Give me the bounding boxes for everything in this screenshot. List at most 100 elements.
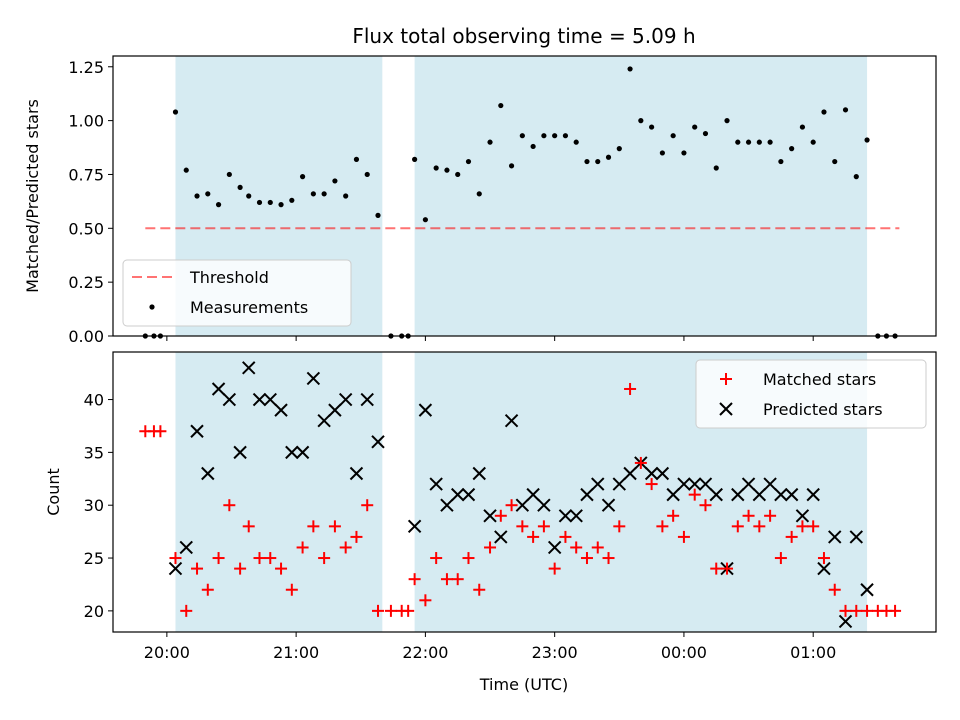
matched-star-point [731, 520, 744, 533]
matched-star-point [645, 478, 658, 491]
matched-star-point [785, 530, 798, 543]
predicted-star-point [190, 424, 204, 438]
legend-measurement-label: Measurements [190, 298, 308, 317]
predicted-star-point [817, 561, 831, 576]
measurement-point [821, 109, 827, 115]
measurement-point [767, 139, 773, 145]
count-legend: Matched stars Predicted stars [695, 359, 927, 429]
count-x-tick-label: 00:00 [661, 643, 707, 662]
ratio-y-tick-label: 0.00 [68, 327, 104, 346]
matched-star-point [839, 604, 852, 617]
predicted-star-point [211, 382, 226, 396]
legend-matched-swatch [720, 373, 732, 385]
measurement-point [649, 124, 655, 130]
matched-star-point [275, 562, 288, 575]
measurement-point [455, 171, 461, 178]
measurement-point [183, 167, 189, 173]
matched-star-point [505, 499, 518, 512]
measurement-point [541, 133, 547, 139]
predicted-star-point [295, 445, 310, 460]
predicted-star-point [371, 435, 385, 449]
count-y-tick-label: 25 [84, 549, 104, 568]
predicted-star-point [168, 561, 183, 576]
matched-star-point [296, 541, 309, 554]
count-y-tick-label: 20 [84, 602, 104, 621]
measurement-point [364, 171, 370, 178]
count-panel-frame [112, 351, 937, 633]
matched-star-point [624, 382, 637, 395]
matched-star-point [285, 583, 298, 596]
measurement-point [832, 158, 838, 165]
measurement-point [444, 167, 450, 173]
matched-star-point [339, 541, 352, 554]
predicted-star-point [494, 530, 508, 544]
count-y-axis: 20 25 30 35 40 [84, 391, 113, 621]
matched-star-point [591, 541, 604, 554]
measurement-point [205, 191, 211, 197]
measurement-point [659, 150, 665, 156]
measurement-point [842, 107, 849, 113]
matched-star-point [180, 604, 193, 617]
predicted-star-point [806, 487, 820, 502]
ratio-panel: 0.00 0.25 0.50 0.75 1.00 1.25 Matched/Predict… [23, 55, 937, 346]
matched-star-point [753, 520, 766, 533]
ratio-x-ticks [166, 336, 814, 341]
measurement-point [778, 158, 784, 165]
matched-star-point [807, 520, 820, 533]
predicted-star-point [860, 583, 874, 597]
matched-star-point [371, 604, 384, 617]
measurement-point [226, 171, 232, 178]
matched-star-point [667, 509, 680, 522]
matched-star-point [774, 552, 787, 565]
predicted-star-point [429, 477, 443, 491]
chart-title: Flux total observing time = 5.09 h [352, 24, 695, 48]
matched-star-point [580, 552, 593, 565]
matched-star-point [861, 604, 874, 617]
measurement-point [562, 133, 569, 139]
measurement-point [353, 156, 360, 162]
predicted-star-point [569, 509, 583, 523]
measurement-point [799, 124, 806, 130]
ratio-y-axis: 0.00 0.25 0.50 0.75 1.00 1.25 [68, 58, 113, 346]
matched-star-point [828, 583, 841, 596]
measurement-point [702, 130, 709, 137]
count-y-tick-label: 40 [84, 391, 104, 410]
predicted-star-point [252, 392, 267, 407]
predicted-star-point [687, 477, 702, 491]
predicted-star-point [451, 487, 465, 502]
measurement-point [864, 137, 870, 143]
observing-windows-top [175, 56, 868, 336]
matched-star-point [212, 552, 225, 565]
measurement-point [375, 212, 381, 218]
measurement-point [278, 202, 284, 208]
matched-star-point [242, 520, 255, 533]
matched-star-point [764, 509, 777, 522]
matched-star-point [613, 520, 626, 533]
predicted-star-point [472, 466, 486, 481]
measurement-point [853, 174, 859, 180]
predicted-star-point [774, 487, 788, 502]
matched-star-point [850, 604, 863, 617]
matched-star-point [201, 583, 214, 596]
measurement-point [810, 139, 816, 145]
measurement-point [498, 102, 504, 109]
measurement-point [422, 217, 428, 223]
measurement-point [605, 154, 612, 160]
ratio-y-label: Matched/Predicted stars [23, 99, 42, 293]
measurement-point [487, 139, 493, 145]
predicted-star-point [483, 509, 497, 523]
measurement-point [321, 191, 327, 197]
measurement-point [508, 163, 515, 169]
matched-star-point [253, 552, 266, 565]
predicted-star-point [201, 466, 215, 481]
measurement-point [670, 133, 676, 139]
matched-star-point [169, 552, 182, 565]
measurement-point [713, 165, 719, 171]
matched-star-point [419, 594, 432, 607]
legend-predicted-label: Predicted stars [763, 400, 883, 419]
measurement-point [692, 124, 698, 130]
predicted-star-point [407, 519, 422, 534]
count-x-tick-label: 22:00 [402, 643, 448, 662]
predicted-star-point [731, 487, 745, 502]
matched-star-point [817, 552, 830, 565]
